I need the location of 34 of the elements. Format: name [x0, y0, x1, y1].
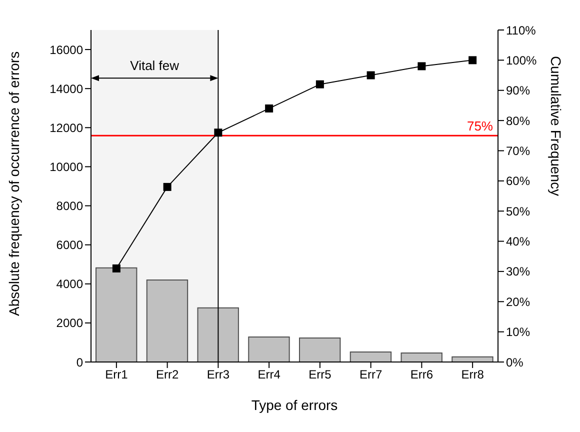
- y2-tick-label: 10%: [506, 325, 530, 340]
- y2-tick-label: 60%: [506, 174, 530, 188]
- band-label: Vital few: [130, 58, 180, 74]
- x-axis-title: Type of errors: [251, 396, 338, 413]
- y2-axis-title: Cumulative Frequency: [548, 56, 564, 196]
- y-tick-label: 16000: [50, 42, 84, 57]
- x-tick-label: Err6: [410, 368, 434, 382]
- y2-tick-label: 40%: [506, 234, 530, 249]
- x-tick-label: Err8: [461, 368, 484, 382]
- y-tick-label: 2000: [56, 316, 84, 330]
- y2-tick-label: 110%: [506, 23, 536, 38]
- x-tick-label: Err5: [308, 368, 332, 382]
- y2-tick-label: 30%: [506, 264, 530, 279]
- x-tick-label: Err3: [206, 368, 230, 382]
- y-tick-label: 12000: [50, 120, 84, 135]
- x-tick-label: Err4: [258, 368, 281, 382]
- y2-tick-label: 0%: [506, 355, 524, 370]
- x-tick-label: Err7: [359, 368, 382, 382]
- y2-tick-label: 80%: [506, 114, 530, 128]
- y2-tick-label: 50%: [506, 204, 530, 218]
- x-tick-label: Err1: [105, 368, 128, 382]
- y2-tick-label: 90%: [506, 84, 530, 98]
- y-tick-label: 0: [76, 355, 84, 370]
- y-axis-title: Absolute frequency of occurrence of errors: [6, 51, 22, 316]
- y2-tick-label: 70%: [506, 144, 530, 158]
- y-tick-label: 14000: [50, 82, 84, 96]
- y2-tick-label: 100%: [506, 53, 538, 68]
- y-tick-label: 10000: [50, 160, 84, 174]
- x-tick-label: Err2: [156, 368, 179, 382]
- y-tick-label: 8000: [56, 199, 84, 214]
- ref-line-label: 75%: [466, 118, 494, 134]
- y-tick-label: 6000: [56, 238, 84, 252]
- y-tick-label: 4000: [56, 277, 84, 292]
- y2-tick-label: 20%: [506, 294, 530, 309]
